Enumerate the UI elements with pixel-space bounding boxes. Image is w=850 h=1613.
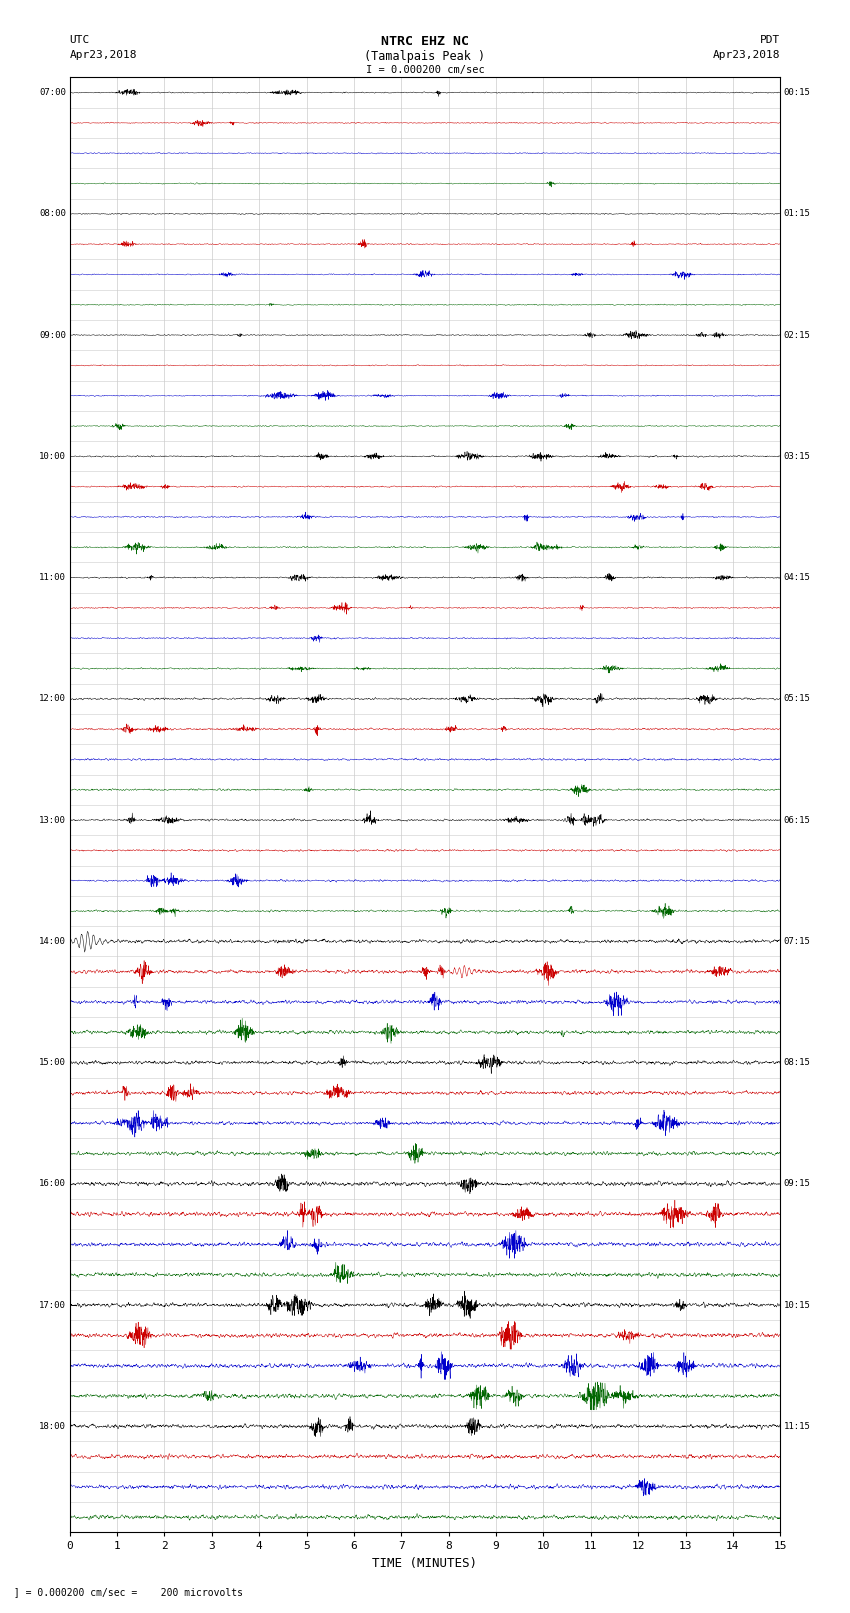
Text: 11:15: 11:15 <box>784 1421 811 1431</box>
Text: 02:15: 02:15 <box>784 331 811 340</box>
Text: 09:00: 09:00 <box>39 331 66 340</box>
Text: I = 0.000200 cm/sec: I = 0.000200 cm/sec <box>366 65 484 74</box>
Text: 07:00: 07:00 <box>39 89 66 97</box>
Text: 09:15: 09:15 <box>784 1179 811 1189</box>
Text: Apr23,2018: Apr23,2018 <box>713 50 780 60</box>
Text: 05:15: 05:15 <box>784 694 811 703</box>
Text: PDT: PDT <box>760 35 780 45</box>
Text: Apr23,2018: Apr23,2018 <box>70 50 137 60</box>
Text: 00:15: 00:15 <box>784 89 811 97</box>
Text: UTC: UTC <box>70 35 90 45</box>
Text: (Tamalpais Peak ): (Tamalpais Peak ) <box>365 50 485 63</box>
Text: 12:00: 12:00 <box>39 694 66 703</box>
Text: 14:00: 14:00 <box>39 937 66 945</box>
Text: 04:15: 04:15 <box>784 573 811 582</box>
Text: 08:15: 08:15 <box>784 1058 811 1068</box>
Text: 01:15: 01:15 <box>784 210 811 218</box>
Text: 10:15: 10:15 <box>784 1300 811 1310</box>
Text: NTRC EHZ NC: NTRC EHZ NC <box>381 35 469 48</box>
Text: 16:00: 16:00 <box>39 1179 66 1189</box>
Text: 08:00: 08:00 <box>39 210 66 218</box>
Text: 07:15: 07:15 <box>784 937 811 945</box>
Text: 10:00: 10:00 <box>39 452 66 461</box>
Text: ] = 0.000200 cm/sec =    200 microvolts: ] = 0.000200 cm/sec = 200 microvolts <box>8 1587 243 1597</box>
X-axis label: TIME (MINUTES): TIME (MINUTES) <box>372 1557 478 1569</box>
Text: 17:00: 17:00 <box>39 1300 66 1310</box>
Text: 15:00: 15:00 <box>39 1058 66 1068</box>
Text: 13:00: 13:00 <box>39 816 66 824</box>
Text: 06:15: 06:15 <box>784 816 811 824</box>
Text: 03:15: 03:15 <box>784 452 811 461</box>
Text: 18:00: 18:00 <box>39 1421 66 1431</box>
Text: 11:00: 11:00 <box>39 573 66 582</box>
